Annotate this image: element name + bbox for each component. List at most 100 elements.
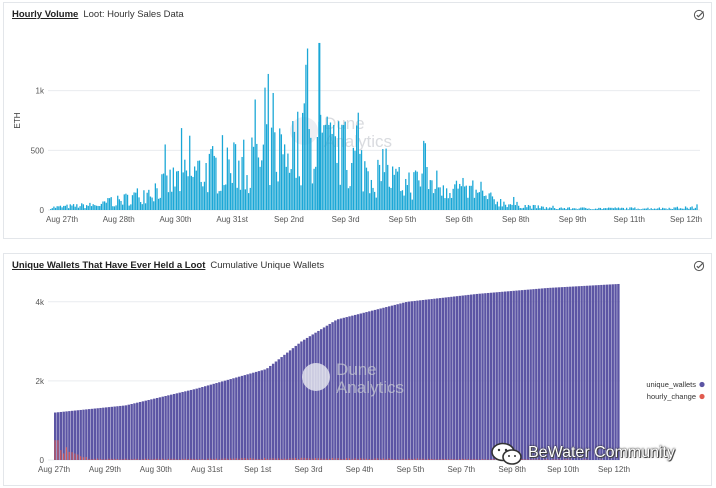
hourly-change-bar xyxy=(532,459,534,460)
unique-wallets-bar xyxy=(427,299,430,460)
unique-wallets-bar xyxy=(325,325,329,460)
unique-wallets-bar xyxy=(294,345,297,460)
volume-bar xyxy=(629,207,631,210)
unique-wallets-bar xyxy=(444,297,447,460)
volume-bar xyxy=(164,144,166,210)
hourly-change-bar xyxy=(535,459,537,460)
volume-bar xyxy=(640,209,643,210)
hourly-change-bar xyxy=(99,459,101,460)
volume-bar xyxy=(635,209,638,210)
volume-bar xyxy=(658,207,661,210)
unique-wallets-bar xyxy=(481,293,484,460)
volume-bar xyxy=(97,205,99,210)
unique-wallets-bar xyxy=(583,285,586,460)
hourly-change-bar xyxy=(266,458,268,460)
volume-bar xyxy=(280,134,283,210)
volume-bar xyxy=(557,209,559,210)
volume-bar xyxy=(477,192,479,210)
hourly-change-bar xyxy=(391,458,393,460)
volume-bar xyxy=(383,172,386,210)
volume-bar xyxy=(578,208,580,210)
panel-title-row: Hourly Volume Loot: Hourly Sales Data xyxy=(12,9,184,20)
hourly-change-bar xyxy=(227,458,229,460)
hourly-volume-title[interactable]: Hourly Volume xyxy=(12,9,79,20)
volume-bar xyxy=(205,163,207,210)
unique-wallets-bar xyxy=(102,407,105,460)
volume-bar xyxy=(454,184,456,210)
volume-bar xyxy=(87,205,89,210)
volume-bar xyxy=(644,208,646,210)
volume-bar xyxy=(439,187,441,210)
volume-bar xyxy=(342,125,345,210)
unique-wallets-bar xyxy=(447,297,450,460)
volume-bar xyxy=(387,164,389,210)
hourly-change-bar xyxy=(292,458,294,460)
hourly-change-bar xyxy=(241,458,243,460)
unique-wallets-bar xyxy=(597,285,600,460)
volume-bar xyxy=(112,206,114,210)
volume-bar xyxy=(338,121,340,210)
unique-wallets-bar xyxy=(121,405,125,460)
volume-bar xyxy=(63,205,65,210)
volume-bar xyxy=(174,186,176,210)
unique-wallets-bar xyxy=(286,352,289,460)
volume-bar xyxy=(306,48,309,210)
hourly-change-bar xyxy=(538,459,540,460)
hourly-change-bar xyxy=(54,440,56,460)
unique-wallets-bar xyxy=(116,406,119,460)
hourly-change-bar xyxy=(306,458,308,460)
unique-wallets-bar xyxy=(438,298,442,460)
unique-wallets-bar xyxy=(195,388,198,460)
volume-bar xyxy=(549,207,551,210)
volume-bar xyxy=(681,208,683,210)
unique-wallets-bar xyxy=(608,284,612,460)
volume-bar xyxy=(429,180,431,210)
volume-bar xyxy=(71,205,73,210)
volume-bar xyxy=(238,160,240,210)
volume-bar xyxy=(326,116,328,210)
volume-bar xyxy=(370,179,373,210)
volume-bar xyxy=(455,180,458,210)
unique-wallets-bar xyxy=(138,401,142,460)
volume-bar xyxy=(243,139,245,210)
unique-wallets-title[interactable]: Unique Wallets That Have Ever Held a Loo… xyxy=(12,260,206,271)
volume-bar xyxy=(608,207,610,210)
volume-bar xyxy=(382,149,384,210)
unique-wallets-bar xyxy=(540,288,544,460)
unique-wallets-bar xyxy=(246,374,249,460)
unique-wallets-bar xyxy=(603,284,606,460)
unique-wallets-bar xyxy=(379,308,382,460)
volume-bar xyxy=(320,114,322,210)
volume-bar xyxy=(540,206,543,210)
volume-bar xyxy=(478,192,481,210)
hourly-change-bar xyxy=(374,458,376,460)
volume-bar xyxy=(536,208,538,210)
volume-bar xyxy=(167,192,170,210)
hourly-change-bar xyxy=(286,458,288,460)
unique-wallets-bar xyxy=(569,286,572,460)
volume-bar xyxy=(684,206,687,210)
unique-wallets-bar xyxy=(594,285,597,460)
hourly-change-bar xyxy=(337,458,339,460)
unique-wallets-bar xyxy=(549,287,552,460)
unique-wallets-bar xyxy=(348,316,351,460)
x-tick-label: Sep 8th xyxy=(498,465,526,474)
hourly-change-bar xyxy=(425,459,427,460)
unique-wallets-bar xyxy=(235,377,238,460)
volume-bar xyxy=(398,167,400,210)
verified-check-icon[interactable] xyxy=(693,9,705,21)
verified-check-icon[interactable] xyxy=(693,260,705,272)
hourly-change-bar xyxy=(323,458,325,460)
unique-wallets-bar xyxy=(124,405,128,460)
unique-wallets-bar xyxy=(523,289,527,460)
unique-wallets-bar xyxy=(288,350,292,460)
hourly-change-bar xyxy=(119,459,121,460)
hourly-change-bar xyxy=(464,459,467,460)
volume-bar xyxy=(151,197,153,210)
volume-bar xyxy=(100,203,103,210)
x-tick-label: Sep 1st xyxy=(244,465,272,474)
hourly-change-bar xyxy=(566,459,568,460)
hourly-change-bar xyxy=(278,458,280,460)
volume-bar xyxy=(123,194,125,210)
volume-bar xyxy=(149,196,152,210)
